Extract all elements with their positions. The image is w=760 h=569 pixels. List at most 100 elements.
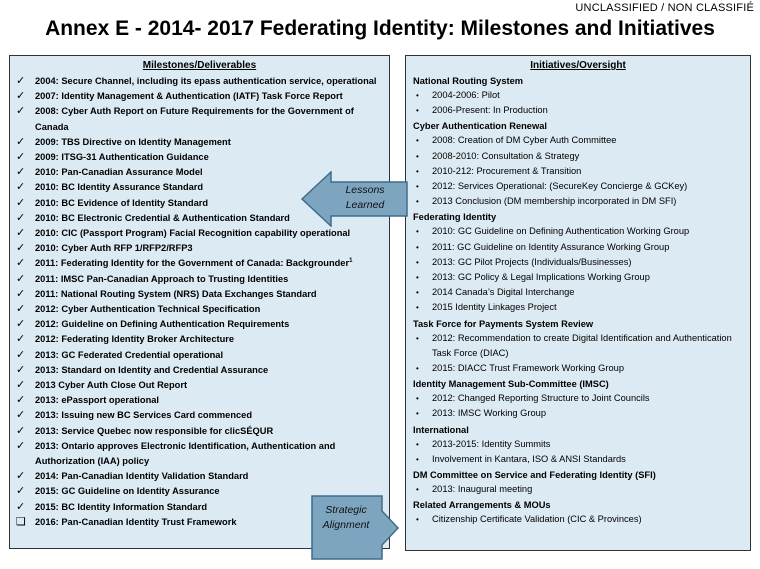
oversight-group-title: National Routing System [413, 76, 524, 86]
bullet-icon: • [416, 303, 419, 313]
milestone-text: 2010: BC Identity Assurance Standard [35, 180, 383, 195]
milestone-label: 2012: Cyber Authentication Technical Spe… [35, 304, 261, 315]
bullet-icon: • [416, 242, 419, 252]
oversight-item-text: 2012: Recommendation to create Digital I… [432, 332, 732, 358]
milestone-label: 2013: Service Quebec now responsible for… [35, 425, 274, 436]
milestone-item: ✓ 2013: Ontario approves Electronic Ident… [16, 439, 383, 469]
oversight-item: • 2010: GC Guideline on Defining Authenti… [413, 224, 744, 239]
oversight-item-text: 2013: GC Policy & Legal Implications Wor… [432, 272, 650, 283]
checkmark-icon: ✓ [16, 257, 26, 270]
milestone-label: 2013: ePassport operational [35, 395, 160, 406]
milestone-item: ✓ 2013 Cyber Auth Close Out Report [16, 378, 383, 393]
oversight-item: • 2013 Conclusion (DM membership incorpor… [413, 194, 744, 209]
footnote-marker: 1 [349, 258, 353, 265]
oversight-item-text: 2012: Services Operational: (SecureKey C… [432, 181, 688, 192]
bullet-icon: • [416, 409, 419, 419]
oversight-item: • 2006-Present: In Production [413, 103, 744, 118]
oversight-item: • 2015 Identity Linkages Project [413, 300, 744, 315]
oversight-item-text: 2013: IMSC Working Group [432, 408, 547, 419]
milestone-label: 2015: GC Guideline on Identity Assurance [35, 486, 220, 497]
milestone-label: 2015: BC Identity Information Standard [35, 501, 208, 512]
bullet-icon: • [416, 333, 419, 343]
milestone-label: 2010: BC Electronic Credential & Authent… [35, 212, 290, 223]
milestone-text: 2015: GC Guideline on Identity Assurance [35, 484, 383, 499]
milestone-item: ✓ 2011: National Routing System (NRS) Dat… [16, 287, 383, 302]
milestone-label: 2013: Ontario approves Electronic Identi… [35, 440, 336, 467]
milestone-text: 2010: BC Electronic Credential & Authent… [35, 211, 383, 226]
milestone-item: ✓ 2010: Cyber Auth RFP 1/RFP2/RFP3 [16, 241, 383, 256]
strategic-alignment-line1: Strategic [325, 504, 367, 516]
oversight-group-title: Task Force for Payments System Review [413, 318, 594, 329]
oversight-item-text: 2010: GC Guideline on Defining Authentic… [432, 226, 690, 237]
oversight-group-title: Federating Identity [413, 212, 497, 223]
milestone-item: ✓ 2012: Cyber Authentication Technical Sp… [16, 302, 383, 317]
strategic-alignment-arrow-shape [311, 495, 400, 560]
milestone-text: 2013: Standard on Identity and Credentia… [35, 363, 383, 378]
bullet-icon: • [416, 257, 419, 267]
milestone-item: ✓ 2011: Federating Identity for the Gover… [16, 256, 383, 271]
oversight-item: • 2012: Recommendation to create Digital … [413, 331, 744, 361]
oversight-item-text: 2010-212: Procurement & Transition [432, 165, 582, 176]
milestone-item: ✓ 2013: GC Federated Credential operation… [16, 348, 383, 363]
milestone-label: 2013 Cyber Auth Close Out Report [35, 380, 188, 391]
milestone-text: 2015: BC Identity Information Standard [35, 500, 383, 515]
milestone-item: ✓ 2004: Secure Channel, including its epa… [16, 74, 383, 89]
milestone-item: ✓ 2014: Pan-Canadian Identity Validation … [16, 469, 383, 484]
milestone-label: 2013: GC Federated Credential operationa… [35, 349, 224, 360]
oversight-item-text: 2013 Conclusion (DM membership incorpora… [432, 196, 677, 207]
milestone-item: ✓ 2010: BC Electronic Credential & Authen… [16, 211, 383, 226]
oversight-item: • 2014 Canada’s Digital Interchange [413, 285, 744, 300]
milestone-text: 2004: Secure Channel, including its epas… [35, 74, 383, 89]
milestone-item: ✓ 2010: BC Evidence of Identity Standard [16, 196, 383, 211]
milestone-label: 2016: Pan-Canadian Identity Trust Framew… [35, 516, 237, 527]
checkmark-icon: ✓ [16, 318, 26, 331]
classification-label: UNCLASSIFIED / NON CLASSIFIÉ [575, 2, 754, 14]
bullet-icon: • [416, 151, 419, 161]
oversight-item-text: Involvement in Kantara, ISO & ANSI Stand… [432, 453, 626, 464]
oversight-item-text: 2006-Present: In Production [432, 105, 548, 116]
oversight-item: • 2012: Changed Reporting Structure to Jo… [413, 391, 744, 406]
milestone-label: 2004: Secure Channel, including its epas… [35, 76, 377, 86]
milestone-text: 2011: National Routing System (NRS) Data… [35, 287, 383, 302]
milestone-text: 2009: ITSG-31 Authentication Guidance [35, 150, 383, 165]
oversight-item-text: 2004-2006: Pilot [432, 90, 500, 100]
checkmark-icon: ✓ [16, 75, 26, 87]
oversight-item: • Involvement in Kantara, ISO & ANSI Stan… [413, 452, 744, 467]
milestone-item: ✓ 2015: GC Guideline on Identity Assuranc… [16, 484, 383, 499]
bullet-icon: • [416, 364, 419, 374]
bullet-icon: • [416, 288, 419, 298]
milestone-item: ✓ 2007: Identity Management & Authenticat… [16, 89, 383, 104]
milestone-text: 2010: BC Evidence of Identity Standard [35, 196, 383, 211]
oversight-item-text: 2008: Creation of DM Cyber Auth Committe… [432, 135, 617, 146]
checkmark-icon: ✓ [16, 166, 26, 179]
oversight-heading: Initiatives/Oversight [530, 60, 626, 71]
milestone-item: ✓ 2010: Pan-Canadian Assurance Model [16, 165, 383, 180]
oversight-item: • 2013: IMSC Working Group [413, 406, 744, 421]
oversight-item: • 2013-2015: Identity Summits [413, 437, 744, 452]
strategic-alignment-label: Strategic Alignment [313, 503, 379, 533]
oversight-item-text: 2008-2010: Consultation & Strategy [432, 150, 580, 161]
milestone-item: ✓ 2009: TBS Directive on Identity Managem… [16, 135, 383, 150]
checkmark-icon: ✓ [16, 287, 26, 300]
milestone-label: 2011: IMSC Pan-Canadian Approach to Trus… [35, 273, 289, 284]
milestone-item: ✓ 2013: ePassport operational [16, 393, 383, 408]
oversight-item-text: 2013: GC Pilot Projects (Individuals/Bus… [432, 256, 632, 267]
checkmark-icon: ✓ [16, 379, 26, 392]
oversight-item-text: 2013-2015: Identity Summits [432, 438, 551, 449]
checkmark-icon: ✓ [16, 303, 26, 316]
milestone-text: 2009: TBS Directive on Identity Manageme… [35, 135, 383, 150]
strategic-alignment-line2: Alignment [322, 519, 370, 531]
milestone-item: ✓ 2013: Standard on Identity and Credenti… [16, 363, 383, 378]
milestones-heading: Milestones/Deliverables [142, 60, 257, 71]
milestone-label: 2013: Issuing new BC Services Card comme… [35, 410, 253, 421]
oversight-item: • 2004-2006: Pilot [413, 88, 744, 103]
checkmark-icon: ✓ [16, 500, 26, 513]
milestone-text: 2010: Pan-Canadian Assurance Model [35, 165, 383, 180]
oversight-item: • 2012: Services Operational: (SecureKey … [413, 179, 744, 194]
checkmark-icon: ✓ [16, 151, 26, 164]
oversight-item-text: 2011: GC Guideline on Identity Assurance… [432, 241, 670, 252]
milestone-item: ✓ 2015: BC Identity Information Standard [16, 500, 383, 515]
bullet-icon: • [416, 439, 419, 449]
checkmark-icon: ✓ [16, 485, 26, 498]
milestones-panel: Milestones/Deliverables ✓ 2004: Secure Ch… [9, 55, 390, 549]
